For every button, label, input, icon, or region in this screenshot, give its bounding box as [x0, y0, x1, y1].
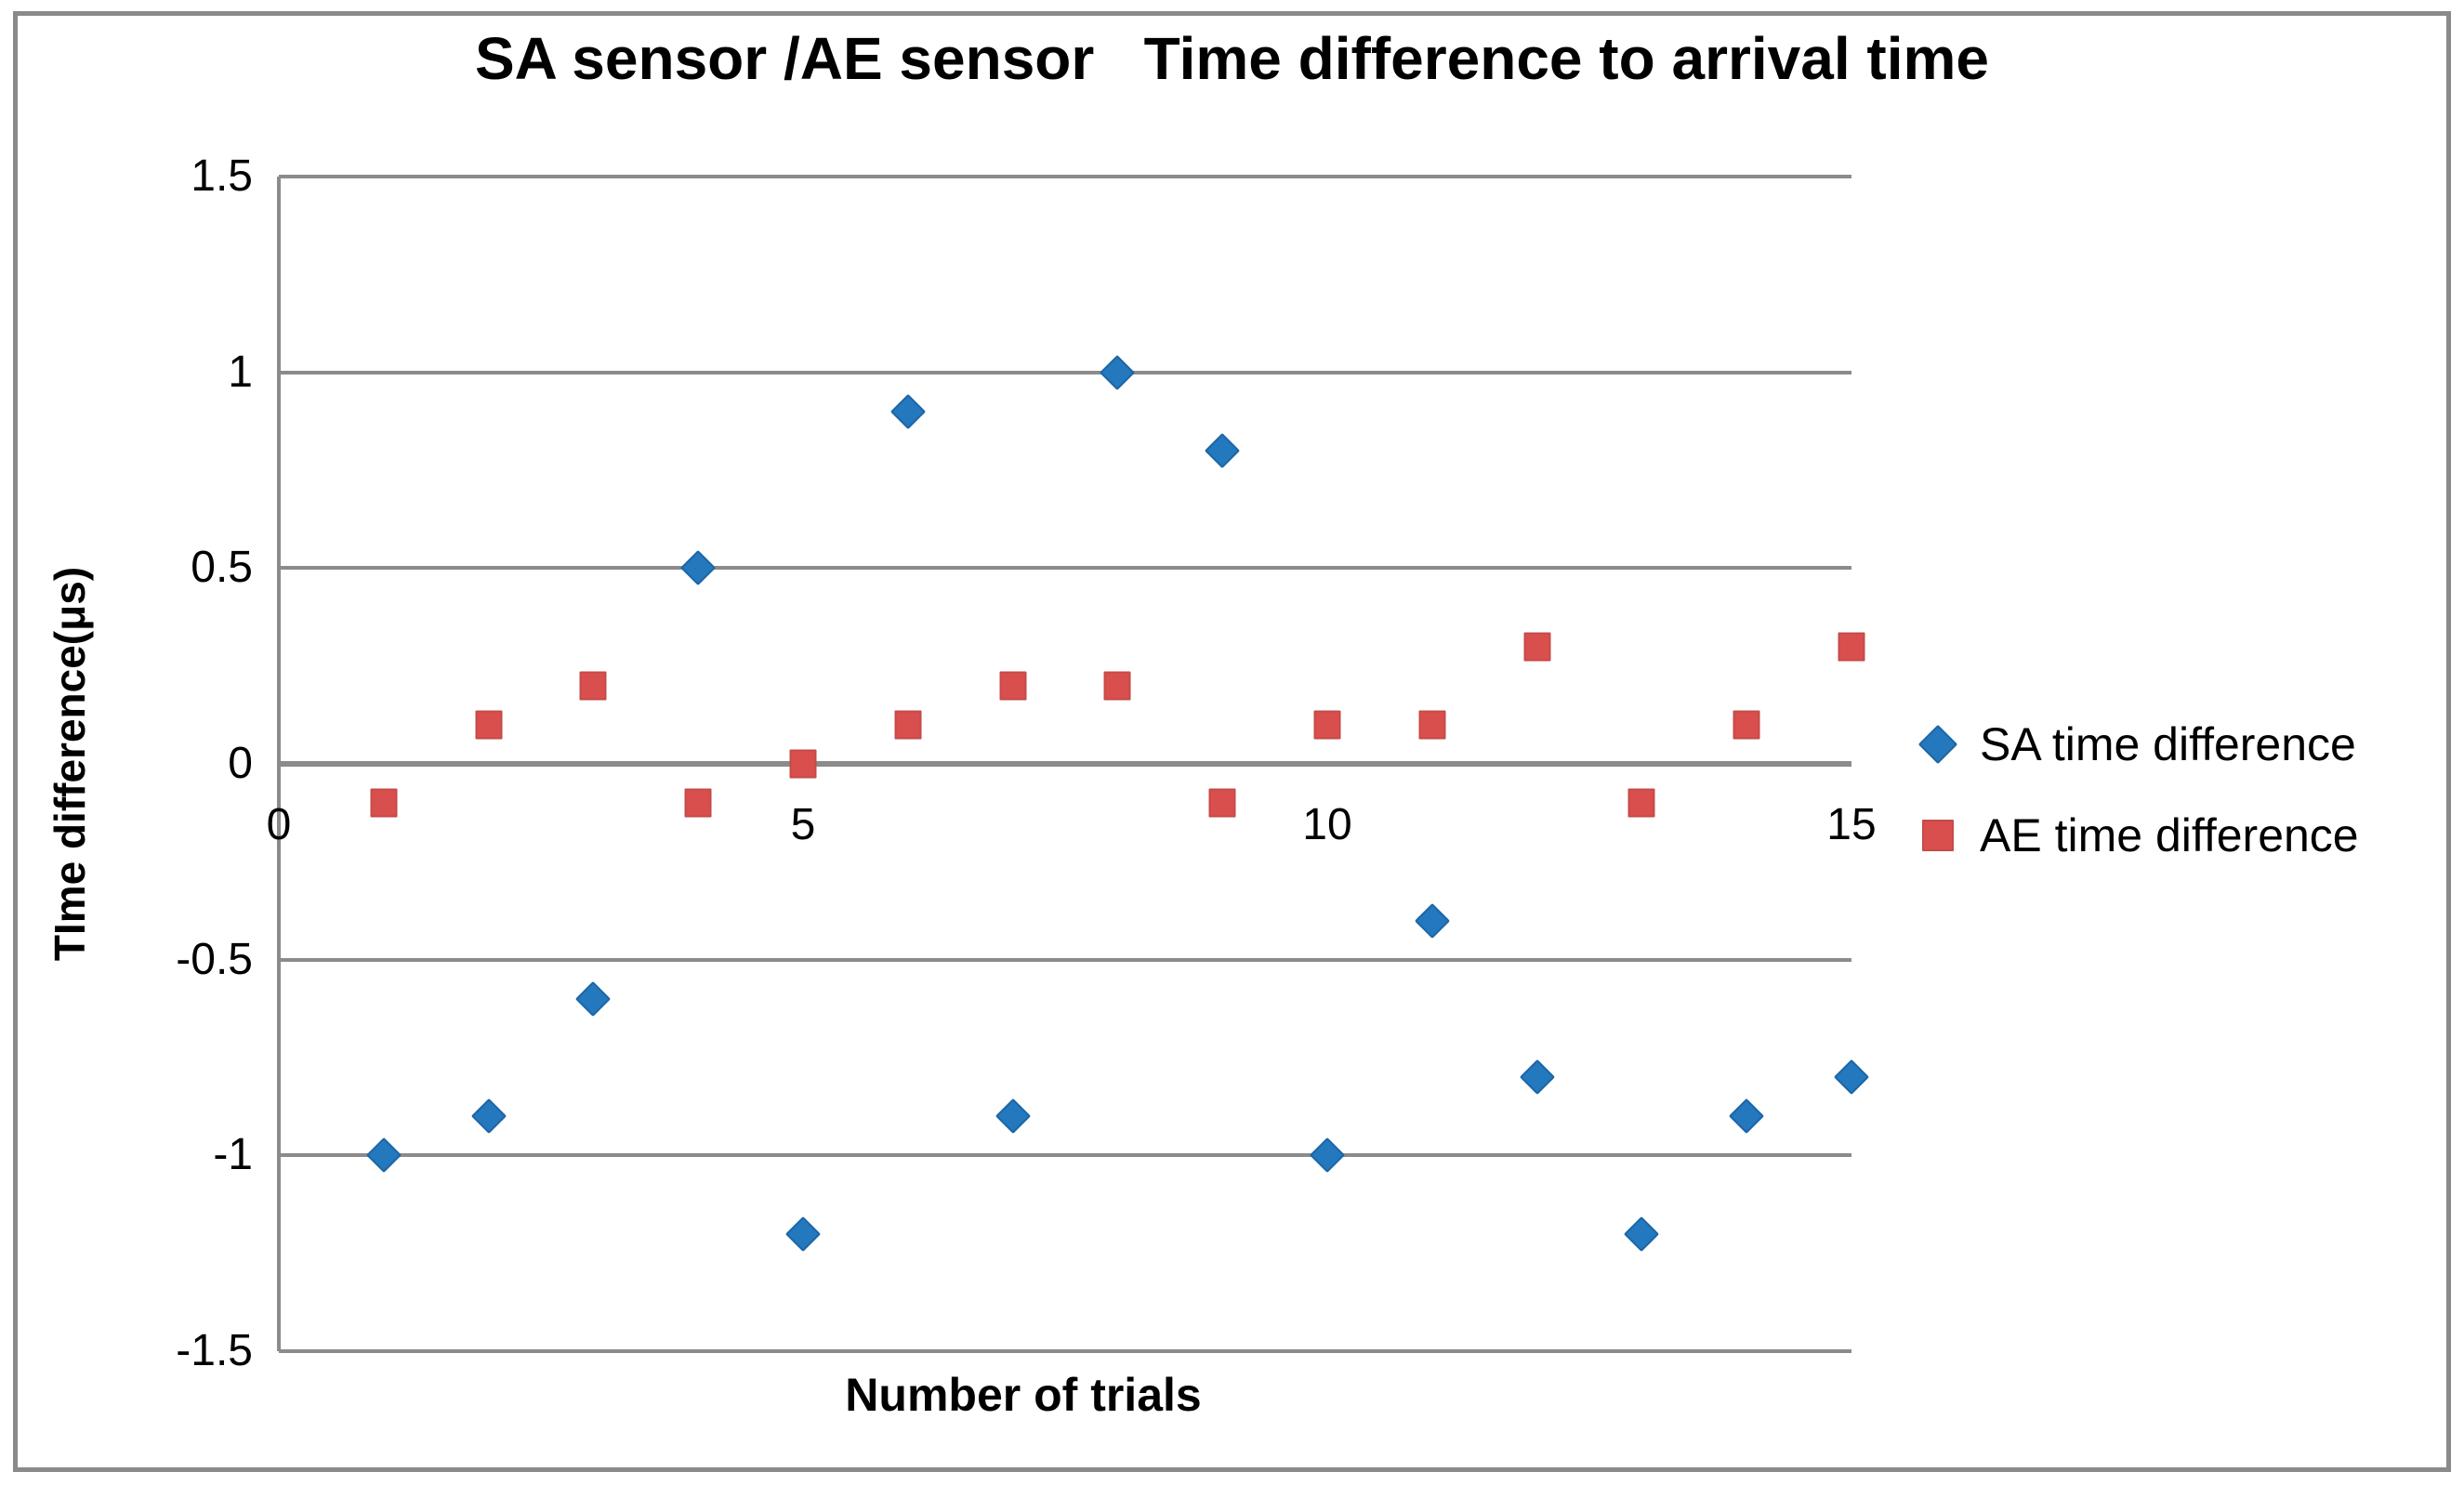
- x-tick-label: 10: [1302, 800, 1352, 849]
- data-point-ae: [370, 788, 398, 818]
- data-point-sa: [1833, 1058, 1870, 1096]
- gridline-y-1: [279, 371, 1851, 375]
- x-tick-label: 5: [790, 800, 816, 849]
- gridline-y--0.5: [279, 958, 1851, 962]
- data-point-sa: [1728, 1097, 1765, 1135]
- data-point-sa: [365, 1137, 402, 1174]
- y-tick-label: 0: [228, 739, 253, 788]
- legend-label: AE time difference: [1980, 809, 2359, 861]
- legend-item: SA time difference: [1917, 717, 2359, 771]
- data-point-ae: [1627, 788, 1655, 818]
- data-point-ae: [1418, 710, 1446, 740]
- legend-item: AE time difference: [1920, 808, 2359, 862]
- data-point-ae: [1313, 710, 1341, 740]
- y-tick-label: 1.5: [191, 151, 253, 201]
- data-point-sa: [1309, 1137, 1346, 1174]
- data-point-ae: [999, 671, 1027, 701]
- data-point-sa: [470, 1097, 507, 1135]
- data-point-ae: [1733, 710, 1760, 740]
- chart-title: SA sensor /AE sensor Time difference to …: [474, 25, 1990, 92]
- x-tick-label: 15: [1826, 800, 1877, 849]
- data-point-sa: [889, 393, 927, 430]
- y-tick-label: -1: [213, 1130, 253, 1179]
- data-point-sa: [679, 549, 717, 586]
- chart-area-border: [13, 11, 2451, 1472]
- y-axis-line: [277, 177, 281, 1351]
- gridline-y-1.5: [279, 175, 1851, 178]
- data-point-ae: [1103, 671, 1131, 701]
- y-axis-title: TIme difference(μs): [46, 566, 94, 962]
- y-tick-label: 1: [228, 348, 253, 397]
- gridline-y--1.5: [279, 1349, 1851, 1353]
- gridline-y-0.5: [279, 566, 1851, 570]
- data-point-ae: [1523, 632, 1551, 662]
- data-point-sa: [995, 1097, 1032, 1135]
- data-point-ae: [475, 710, 503, 740]
- y-tick-label: -1.5: [176, 1326, 253, 1375]
- data-point-ae: [894, 710, 922, 740]
- data-point-ae: [789, 749, 817, 779]
- gridline-y--1: [279, 1153, 1851, 1157]
- data-point-ae: [684, 788, 712, 818]
- data-point-ae: [1838, 632, 1865, 662]
- legend: SA time difference AE time difference: [1917, 717, 2359, 862]
- data-point-ae: [579, 671, 607, 701]
- x-tick-label: 0: [266, 800, 292, 849]
- data-point-sa: [1099, 354, 1136, 391]
- data-point-sa: [784, 1216, 822, 1253]
- legend-square-icon: [1922, 820, 1954, 851]
- data-point-sa: [1519, 1058, 1556, 1096]
- data-point-sa: [1204, 432, 1241, 469]
- data-point-sa: [1623, 1216, 1660, 1253]
- x-axis-title: Number of trials: [845, 1369, 1202, 1421]
- y-tick-label: 0.5: [191, 543, 253, 592]
- legend-label: SA time difference: [1980, 718, 2356, 770]
- data-point-sa: [574, 980, 612, 1018]
- legend-diamond-icon: [1917, 724, 1958, 765]
- data-point-sa: [1414, 902, 1451, 940]
- gridline-y-0: [279, 761, 1851, 767]
- data-point-ae: [1208, 788, 1236, 818]
- y-tick-label: -0.5: [176, 935, 253, 984]
